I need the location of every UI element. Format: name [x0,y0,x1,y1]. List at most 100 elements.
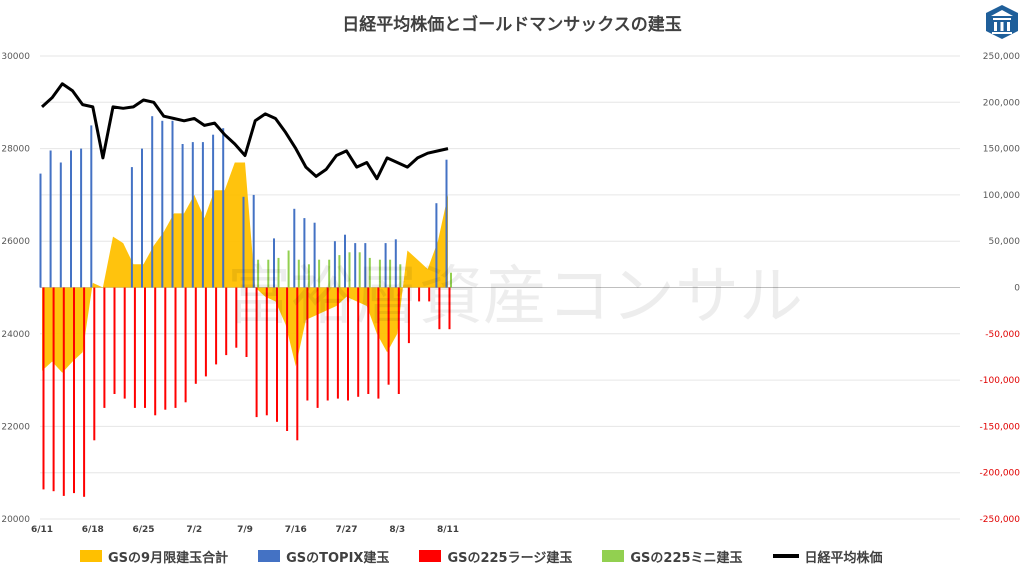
bar-series-1 [151,116,154,288]
legend-label: 日経平均株価 [804,550,883,566]
bar-series-3 [399,264,402,288]
right-tick-label: 150,000 [983,145,1020,155]
bar-series-2 [438,287,441,330]
bar-series-1 [222,128,225,288]
left-tick-label: 20000 [1,515,30,525]
bar-series-3 [338,255,341,288]
bar-series-1 [212,134,215,288]
left-tick-label: 30000 [1,52,30,62]
bar-series-2 [194,287,197,384]
left-tick-label: 26000 [1,237,30,247]
watermark: 富裕層資産コンサル [227,260,803,334]
bar-series-2 [448,287,451,330]
bar-series-2 [357,287,360,397]
bar-series-1 [80,148,83,288]
bar-series-1 [141,148,143,288]
bar-series-2 [154,287,157,416]
bar-series-1 [435,203,438,288]
bar-series-2 [123,287,126,399]
bar-series-1 [201,142,204,288]
legend-label: GSのTOPIX建玉 [286,550,390,566]
bar-series-2 [103,287,106,408]
legend-swatch [602,550,625,562]
bar-series-3 [389,259,392,288]
bar-series-1 [191,142,194,288]
x-tick-label: 6/18 [82,525,104,535]
bar-series-1 [313,222,316,288]
legend-label: GSの225ラージ建玉 [447,550,573,566]
legend-item: GSの225ラージ建玉 [419,547,572,566]
bar-series-1 [70,150,72,288]
nikkei-line [40,82,449,181]
bar-series-3 [358,252,361,288]
bar-series-1 [273,238,275,288]
x-tick-label: 7/16 [285,525,307,535]
bar-series-2 [245,287,248,357]
bar-series-2 [296,287,299,441]
bar-series-1 [344,234,346,288]
bar-series-3 [267,259,270,288]
right-tick-label: 200,000 [983,98,1020,108]
legend-item: GSのTOPIX建玉 [258,547,389,566]
x-tick-label: 7/27 [335,525,357,535]
x-tick-label: 6/11 [31,525,53,535]
bar-series-2 [306,287,309,401]
left-tick-label: 28000 [1,145,30,155]
bar-series-1 [252,194,255,288]
legend-swatch [772,554,799,558]
right-tick-label: 0 [1014,284,1020,294]
bar-series-1 [59,162,62,288]
area-series-9gatsu [42,162,448,373]
bar-series-2 [42,287,45,490]
bar-series-1 [293,208,296,288]
bar-series-2 [418,287,421,302]
bar-series-1 [90,125,93,288]
legend-item: GSの9月限建玉合計 [80,547,228,566]
x-axis: 6/11 6/18 6/25 7/2 7/9 7/16 7/27 8/3 8/11 [31,525,459,535]
left-tick-label: 22000 [1,422,30,432]
bar-series-3 [277,257,280,288]
bar-series-1 [354,243,357,288]
bar-series-1 [130,167,133,288]
bar-series-3 [287,250,290,288]
bar-series-2 [235,287,238,348]
line-series-layer [40,82,449,181]
bar-series-2 [347,287,349,401]
chart-title: 日経平均株価とゴールドマンサックスの建玉 [342,15,682,35]
bar-series-1 [394,239,397,288]
bar-series-2 [326,287,329,401]
legend-item: 日経平均株価 [772,547,883,566]
bar-series-3 [297,259,300,288]
chart-canvas: 30000 28000 26000 24000 22000 20000 250,000 20… [1,52,1021,535]
bar-series-2 [83,287,86,497]
bar-series-1 [39,173,42,288]
legend: GSの9月限建玉合計 GSのTOPIX建玉 GSの225ラージ建玉 GSの225ミニ建… [80,546,980,566]
legend-swatch [80,550,102,562]
bar-series-2 [428,287,431,302]
bar-series-layer [39,116,452,497]
x-tick-label: 8/3 [389,525,405,535]
left-tick-label: 24000 [1,330,30,340]
legend-label: GSの9月限建玉合計 [108,550,229,566]
bar-series-2 [215,287,218,365]
bar-series-2 [225,287,228,356]
legend-item: GSの225ミニ建玉 [602,547,743,566]
logo-icon [986,5,1018,39]
bar-series-2 [286,287,289,431]
bar-series-2 [316,287,319,408]
bar-series-3 [318,259,321,288]
bar-series-2 [276,287,278,422]
legend-swatch [419,550,442,562]
right-tick-label: -50,000 [985,330,1020,340]
bar-series-1 [384,243,387,288]
bar-series-2 [265,287,268,416]
bar-series-2 [387,287,390,385]
bar-series-1 [333,241,336,288]
bar-series-2 [255,287,258,418]
bar-series-2 [73,287,75,494]
bar-series-3 [257,259,260,288]
bar-series-3 [348,252,351,288]
bar-series-2 [113,287,116,394]
right-tick-label: -200,000 [980,469,1021,479]
right-tick-label: 50,000 [989,237,1021,247]
